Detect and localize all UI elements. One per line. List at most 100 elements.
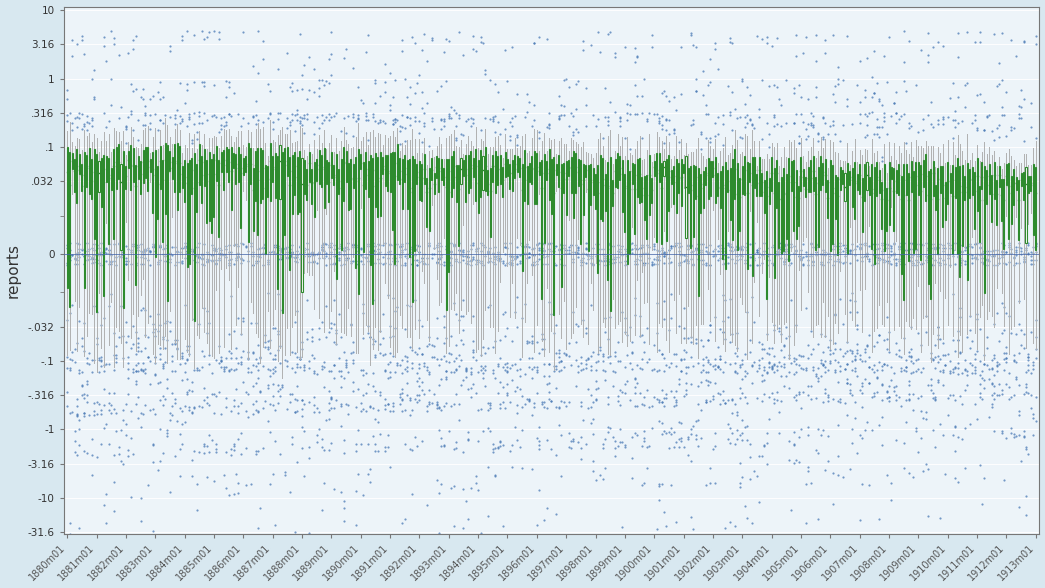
Point — [734, 429, 750, 438]
Point — [414, 349, 431, 359]
Point — [991, 336, 1007, 346]
Point — [274, 252, 291, 262]
Point — [580, 353, 597, 362]
Point — [377, 400, 394, 410]
Point — [367, 415, 384, 424]
Point — [942, 356, 958, 366]
Point — [942, 93, 958, 103]
Point — [392, 399, 409, 409]
Point — [837, 252, 854, 261]
Point — [773, 361, 790, 370]
Point — [670, 138, 687, 147]
Point — [164, 388, 181, 397]
Point — [697, 397, 714, 406]
Point — [558, 246, 575, 255]
Point — [903, 257, 920, 266]
Point — [531, 255, 548, 264]
Point — [710, 362, 726, 372]
Point — [270, 114, 286, 123]
Point — [878, 360, 895, 370]
Point — [179, 341, 195, 350]
Point — [245, 360, 261, 370]
Point — [69, 411, 86, 420]
Point — [961, 419, 978, 428]
Point — [292, 354, 308, 363]
Point — [700, 248, 717, 258]
Point — [394, 406, 411, 416]
Point — [314, 240, 330, 250]
Point — [220, 490, 237, 499]
Point — [866, 88, 883, 97]
Point — [414, 377, 431, 387]
Point — [445, 368, 462, 377]
Point — [967, 252, 983, 262]
Point — [912, 368, 929, 377]
Point — [59, 259, 75, 268]
Point — [587, 395, 604, 405]
Point — [321, 115, 338, 125]
Point — [715, 386, 732, 395]
Point — [607, 452, 624, 461]
Point — [722, 338, 739, 347]
Point — [1018, 243, 1035, 253]
Point — [859, 53, 876, 62]
Point — [359, 328, 376, 338]
Point — [712, 243, 728, 253]
Point — [655, 249, 672, 258]
Point — [377, 59, 394, 69]
Point — [452, 311, 469, 320]
Point — [292, 242, 308, 251]
Point — [805, 242, 821, 252]
Point — [133, 305, 149, 315]
Point — [668, 386, 684, 396]
Point — [281, 389, 298, 398]
Point — [203, 250, 219, 259]
Point — [866, 245, 883, 255]
Point — [538, 260, 555, 269]
Point — [680, 242, 697, 251]
Point — [553, 471, 570, 480]
Point — [521, 362, 538, 372]
Point — [186, 119, 203, 128]
Point — [370, 244, 387, 253]
Point — [191, 253, 208, 262]
Point — [296, 363, 312, 372]
Point — [863, 425, 880, 435]
Point — [956, 102, 973, 112]
Point — [526, 398, 542, 407]
Point — [626, 58, 643, 67]
Point — [766, 321, 783, 330]
Point — [259, 289, 276, 298]
Point — [462, 255, 479, 265]
Point — [825, 89, 841, 98]
Point — [316, 363, 332, 372]
Point — [127, 379, 144, 389]
Point — [433, 115, 449, 124]
Point — [878, 243, 895, 253]
Point — [626, 310, 643, 320]
Point — [1000, 394, 1017, 403]
Point — [1015, 389, 1031, 399]
Point — [788, 109, 805, 118]
Point — [653, 385, 670, 395]
Point — [1015, 432, 1031, 441]
Point — [849, 241, 865, 250]
Point — [122, 259, 139, 268]
Point — [663, 423, 679, 433]
Point — [250, 340, 266, 349]
Point — [257, 239, 274, 249]
Point — [974, 258, 991, 267]
Point — [666, 392, 682, 402]
Point — [526, 243, 542, 252]
Point — [991, 390, 1007, 400]
Point — [363, 402, 379, 411]
Point — [401, 444, 418, 453]
Point — [595, 351, 611, 360]
Point — [920, 58, 936, 67]
Point — [76, 347, 93, 356]
Point — [95, 109, 112, 118]
Point — [609, 442, 626, 451]
Point — [974, 366, 991, 376]
Point — [266, 242, 283, 251]
Point — [504, 360, 520, 370]
